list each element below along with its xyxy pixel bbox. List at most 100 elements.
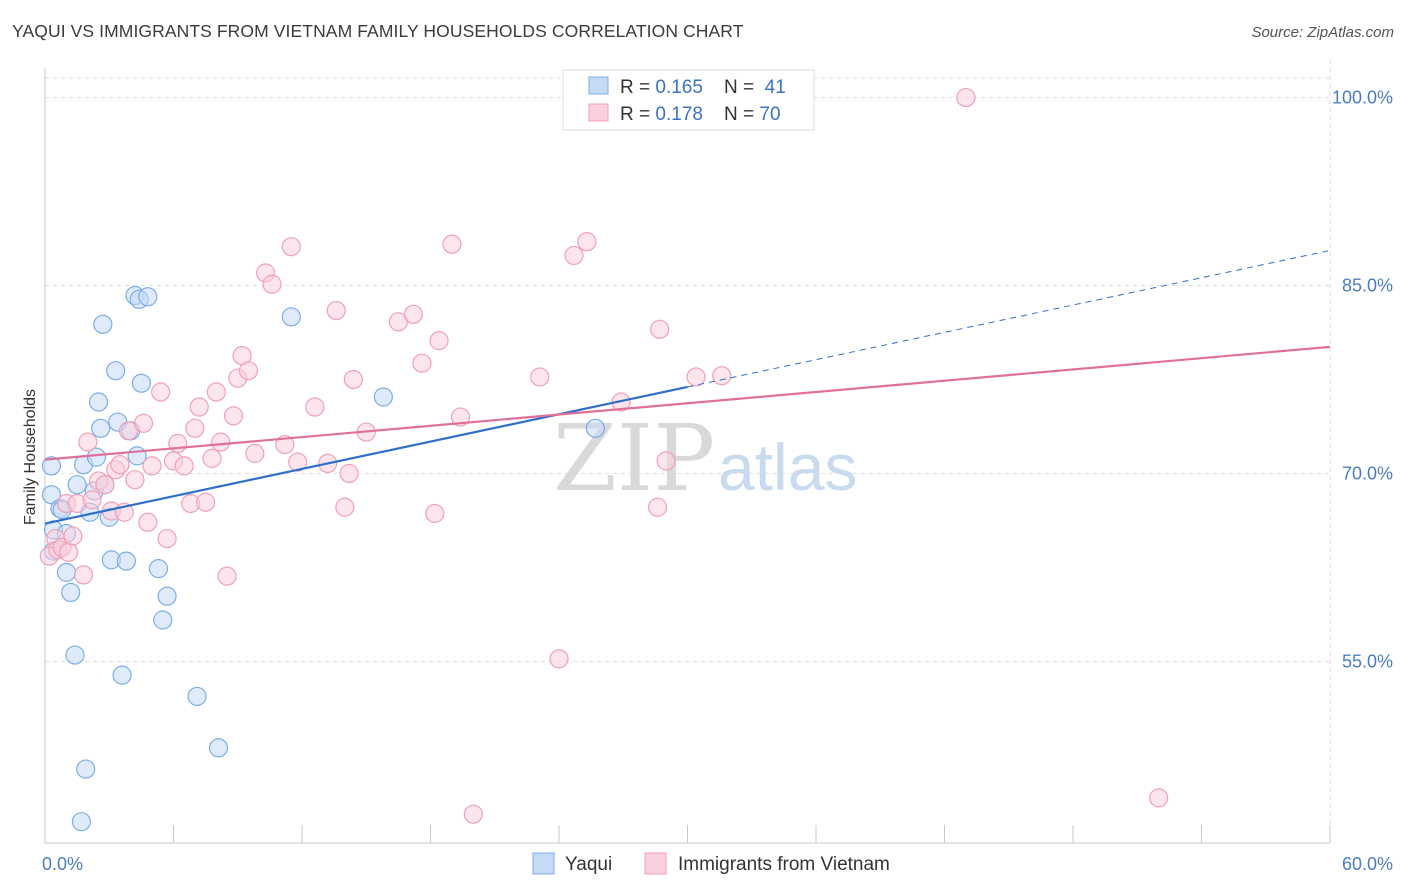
legend-row-yaqui: R = 0.165 <box>620 77 703 98</box>
legend-r-value: 0.165 <box>655 77 703 98</box>
vietnam-point <box>82 490 102 510</box>
vietnam-point <box>956 87 976 108</box>
bottom-legend-label-yaqui: Yaqui <box>565 854 612 875</box>
top-legend: R = 0.165 N = 41 R = 0.178 N = 70 <box>562 69 815 131</box>
yaqui-point <box>41 485 62 505</box>
y-tick-labels: 55.0% 70.0% 85.0% 100.0% <box>1332 88 1393 672</box>
vietnam-point <box>288 452 308 472</box>
vietnam-point <box>202 448 222 468</box>
vietnam-point <box>656 451 676 471</box>
yaqui-point <box>157 586 177 606</box>
vietnam-point <box>189 397 209 417</box>
watermark-zip: ZIP <box>553 405 715 512</box>
bottom-legend-swatch-vietnam <box>644 852 667 875</box>
legend-row-vietnam: R = 0.178 <box>620 104 703 125</box>
yaqui-point <box>208 738 229 758</box>
vietnam-point <box>206 382 226 402</box>
vietnam-point <box>58 542 79 562</box>
yaqui-point <box>116 551 136 571</box>
data-points <box>39 87 1169 832</box>
vietnam-point <box>549 649 569 669</box>
yaqui-point <box>71 812 92 832</box>
vietnam-point <box>339 463 359 484</box>
vietnam-point <box>647 497 668 517</box>
legend-swatch-yaqui <box>588 76 609 95</box>
vietnam-point <box>442 234 462 254</box>
vietnam-point <box>95 475 115 495</box>
vietnam-point <box>712 366 732 386</box>
watermark-atlas: atlas <box>718 430 857 504</box>
vietnam-point <box>335 497 355 517</box>
legend-r-label: R = <box>620 77 655 98</box>
yaqui-point <box>76 759 96 779</box>
yaqui-point <box>106 361 126 381</box>
vietnam-point <box>403 304 423 324</box>
vietnam-point <box>262 274 282 294</box>
vietnam-point <box>1149 788 1169 808</box>
vietnam-point <box>245 443 265 463</box>
x-tick-labels: 0.0% 60.0% <box>42 854 1393 874</box>
yaqui-point <box>56 562 77 582</box>
legend-n-value: 41 <box>759 77 785 98</box>
legend-r-label: R = <box>620 104 655 125</box>
yaqui-point <box>67 475 87 495</box>
vietnam-point <box>326 300 346 321</box>
vietnam-point <box>217 566 237 586</box>
vietnam-point <box>275 435 295 455</box>
vietnam-point <box>73 565 94 585</box>
vietnam-point <box>78 432 98 452</box>
yaqui-point <box>91 418 111 438</box>
trend-lines <box>44 249 1331 525</box>
yaqui-point <box>112 665 132 685</box>
legend-r-value: 0.178 <box>655 104 703 125</box>
y-tick-label: 85.0% <box>1342 276 1393 296</box>
yaqui-point <box>65 645 85 665</box>
vietnam-point <box>429 331 449 351</box>
y-axis-label: Family Households <box>22 389 39 525</box>
vietnam-point <box>564 245 584 266</box>
vietnam-point <box>530 367 550 387</box>
yaqui-trend-line <box>44 385 688 525</box>
legend-n-label: N = <box>724 77 759 98</box>
legend-swatch-vietnam <box>588 103 609 122</box>
x-tick-label: 60.0% <box>1342 854 1393 874</box>
vietnam-point <box>686 367 706 387</box>
vietnam-point <box>125 470 145 490</box>
vietnam-point <box>425 503 445 524</box>
yaqui-point <box>153 610 173 630</box>
yaqui-point <box>41 456 62 476</box>
yaqui-point <box>187 686 207 707</box>
vietnam-trend-line <box>44 345 1331 461</box>
vietnam-point <box>305 397 325 417</box>
vietnam-point <box>174 456 194 476</box>
vietnam-point <box>463 804 483 824</box>
vietnam-point <box>185 418 205 438</box>
yaqui-point <box>61 582 81 603</box>
axes <box>44 68 1331 844</box>
y-tick-label: 55.0% <box>1342 651 1393 671</box>
yaqui-point <box>281 307 301 327</box>
vietnam-point <box>281 237 301 257</box>
yaqui-point <box>93 314 113 334</box>
y-tick-label: 100.0% <box>1332 88 1393 108</box>
legend-n-vietnam: N = 70 <box>724 104 781 125</box>
chart-source: Source: ZipAtlas.com <box>1251 24 1394 41</box>
vietnam-point <box>238 361 259 381</box>
bottom-legend-swatch-yaqui <box>532 852 555 875</box>
yaqui-point <box>131 373 151 393</box>
vietnam-point <box>450 407 471 427</box>
bottom-legend-label-vietnam: Immigrants from Vietnam <box>678 854 890 875</box>
yaqui-point <box>138 287 158 307</box>
chart-title: YAQUI VS IMMIGRANTS FROM VIETNAM FAMILY … <box>12 21 744 41</box>
vietnam-point <box>138 512 158 532</box>
legend-n-yaqui: N = 41 <box>724 77 786 98</box>
bottom-legend: Yaqui Immigrants from Vietnam <box>532 852 890 875</box>
vietnam-point <box>118 421 139 441</box>
y-tick-label: 70.0% <box>1342 463 1393 483</box>
vietnam-point <box>577 232 597 252</box>
vietnam-point <box>110 455 130 475</box>
yaqui-trend-extension <box>687 249 1331 388</box>
vietnam-point <box>142 456 162 476</box>
x-tick-label: 0.0% <box>42 854 83 874</box>
